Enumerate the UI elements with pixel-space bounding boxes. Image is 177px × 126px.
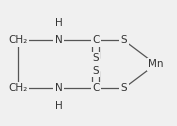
Text: C: C [92, 83, 99, 93]
Text: C: C [92, 35, 99, 45]
Text: S: S [121, 83, 127, 93]
Text: H: H [55, 101, 62, 111]
Text: CH₂: CH₂ [8, 83, 27, 93]
Text: S: S [92, 53, 99, 63]
Text: H: H [55, 18, 62, 28]
Text: Mn: Mn [148, 59, 164, 69]
Text: CH₂: CH₂ [8, 35, 27, 45]
Text: N: N [55, 83, 62, 93]
Text: S: S [121, 35, 127, 45]
Text: S: S [92, 66, 99, 76]
Text: N: N [55, 35, 62, 45]
